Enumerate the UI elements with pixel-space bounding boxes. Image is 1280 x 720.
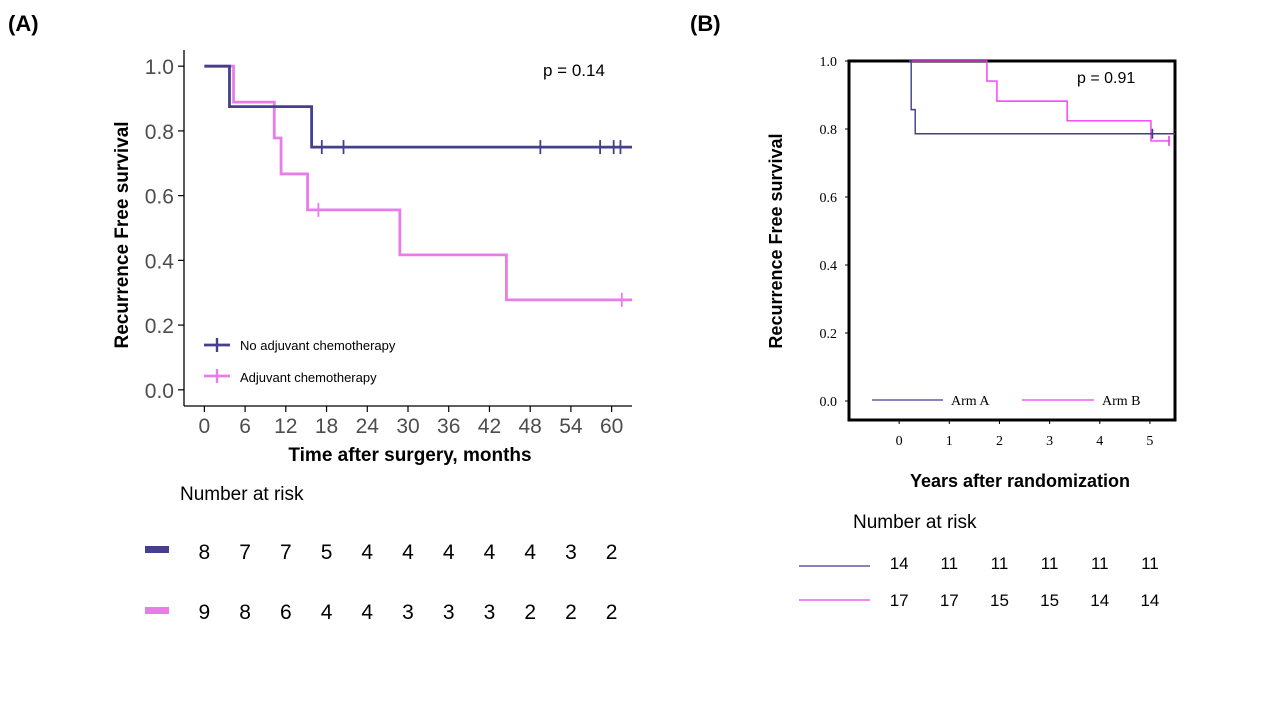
panel-a-y-tick-label: 0.6 bbox=[145, 186, 174, 209]
panel-a-x-tick-label: 6 bbox=[239, 415, 251, 438]
panel-a-risk-value: 4 bbox=[361, 601, 373, 624]
panel-a-risk-title: Number at risk bbox=[180, 484, 304, 505]
panel-a-curve-adjuvant bbox=[204, 64, 632, 302]
panel-b-risk-value: 15 bbox=[990, 591, 1009, 610]
risk-a-swatch-2 bbox=[145, 607, 169, 614]
legend-b-label-1: Arm A bbox=[951, 394, 990, 409]
panel-a-risk-value: 3 bbox=[402, 601, 414, 624]
panel-a-curve-no-adjuvant bbox=[204, 64, 632, 149]
panel-b-x-tick-label: 5 bbox=[1146, 434, 1153, 449]
panel-a-y-tick-label: 1.0 bbox=[145, 56, 174, 79]
panel-a-y-tick-label: 0.0 bbox=[145, 380, 174, 403]
panel-b-risk-value: 11 bbox=[1091, 554, 1109, 573]
panel-a-risk-value: 3 bbox=[565, 541, 577, 564]
panel-b-curve-arm-b bbox=[909, 60, 1170, 142]
panel-b-x-tick-label: 0 bbox=[896, 434, 903, 449]
panel-a-x-tick-label: 30 bbox=[396, 415, 419, 438]
panel-a-risk-value: 7 bbox=[280, 541, 292, 564]
panel-a-risk-value: 5 bbox=[321, 541, 333, 564]
panel-b-risk-value: 11 bbox=[991, 554, 1009, 573]
panel-b-risk-value: 17 bbox=[890, 591, 909, 610]
panel-b-label: (B) bbox=[690, 11, 721, 36]
panel-a-risk-value: 4 bbox=[361, 541, 373, 564]
panel-a-x-tick-label: 42 bbox=[478, 415, 501, 438]
panel-b-risk-value: 17 bbox=[940, 591, 959, 610]
panel-b-risk-value: 14 bbox=[1140, 591, 1159, 610]
panel-a-risk-value: 2 bbox=[606, 601, 618, 624]
panel-a-y-tick-label: 0.2 bbox=[145, 315, 174, 338]
panel-a-x-tick-label: 60 bbox=[600, 415, 623, 438]
panel-a-risk-value: 8 bbox=[199, 541, 211, 564]
panel-a-risk-value: 4 bbox=[484, 541, 496, 564]
panel-b-x-tick-label: 2 bbox=[996, 434, 1003, 449]
panel-a-risk-value: 4 bbox=[524, 541, 536, 564]
panel-a-x-axis-title: Time after surgery, months bbox=[288, 445, 531, 466]
panel-a-risk-value: 7 bbox=[239, 541, 251, 564]
panel-b-x-tick-label: 4 bbox=[1096, 434, 1103, 449]
legend-b-label-2: Arm B bbox=[1102, 394, 1141, 409]
panel-a-y-axis-title: Recurrence Free survival bbox=[112, 121, 133, 348]
panel-a-risk-value: 3 bbox=[443, 601, 455, 624]
panel-a-risk-value: 2 bbox=[606, 541, 618, 564]
legend-a-label-1: No adjuvant chemotherapy bbox=[240, 338, 396, 353]
panel-b-y-tick-label: 0.4 bbox=[820, 259, 838, 274]
panel-a-risk-value: 4 bbox=[402, 541, 414, 564]
panel-a-y-tick-label: 0.8 bbox=[145, 121, 174, 144]
panel-a-risk-value: 2 bbox=[524, 601, 536, 624]
panel-b-risk-value: 11 bbox=[1041, 554, 1059, 573]
panel-a-x-tick-label: 24 bbox=[356, 415, 380, 438]
panel-b-y-tick-label: 0.0 bbox=[820, 395, 838, 410]
panel-b-y-tick-label: 0.8 bbox=[820, 123, 838, 138]
panel-b-y-tick-label: 1.0 bbox=[820, 55, 838, 70]
panel-b-risk-value: 14 bbox=[1090, 591, 1109, 610]
panel-a-x-tick-label: 54 bbox=[559, 415, 583, 438]
panel-b-y-axis-title: Recurrence Free survival bbox=[766, 133, 786, 348]
panel-b-risk-value: 14 bbox=[890, 554, 909, 573]
panel-a-risk-value: 4 bbox=[443, 541, 455, 564]
panel-b-x-tick-label: 1 bbox=[946, 434, 953, 449]
panel-a-risk-value: 6 bbox=[280, 601, 292, 624]
panel-b-risk-value: 11 bbox=[940, 554, 958, 573]
panel-a-risk-value: 4 bbox=[321, 601, 333, 624]
panel-b-risk-value: 11 bbox=[1141, 554, 1159, 573]
panel-a-risk-value: 9 bbox=[199, 601, 211, 624]
panel-a-risk-value: 3 bbox=[484, 601, 496, 624]
panel-b-risk-value: 15 bbox=[1040, 591, 1059, 610]
panel-a-x-tick-label: 12 bbox=[274, 415, 297, 438]
panel-a-risk-value: 8 bbox=[239, 601, 251, 624]
panel-b-y-tick-label: 0.2 bbox=[820, 327, 838, 342]
panel-a-legend: No adjuvant chemotherapy Adjuvant chemot… bbox=[204, 338, 396, 385]
panel-b-risk-title: Number at risk bbox=[853, 512, 977, 533]
legend-a-label-2: Adjuvant chemotherapy bbox=[240, 370, 377, 385]
panel-a-x-tick-label: 36 bbox=[437, 415, 460, 438]
panel-a-x-tick-label: 48 bbox=[519, 415, 542, 438]
panel-b-x-axis-title: Years after randomization bbox=[910, 471, 1130, 491]
panel-a-x-tick-label: 0 bbox=[199, 415, 211, 438]
panel-b-legend: Arm A Arm B bbox=[872, 394, 1141, 409]
panel-b-p-value: p = 0.91 bbox=[1077, 70, 1135, 87]
panel-a-risk-value: 2 bbox=[565, 601, 577, 624]
panel-a-p-value: p = 0.14 bbox=[543, 61, 605, 80]
panel-b-y-tick-label: 0.6 bbox=[820, 191, 838, 206]
panel-a-x-tick-label: 18 bbox=[315, 415, 338, 438]
panel-a-label: (A) bbox=[8, 11, 39, 36]
panel-b-frame bbox=[847, 59, 1177, 422]
panel-a-y-tick-label: 0.4 bbox=[145, 250, 175, 273]
panel-b-curve-arm-a bbox=[909, 60, 1175, 135]
panel-b-x-tick-label: 3 bbox=[1046, 434, 1053, 449]
risk-a-swatch-1 bbox=[145, 546, 169, 553]
